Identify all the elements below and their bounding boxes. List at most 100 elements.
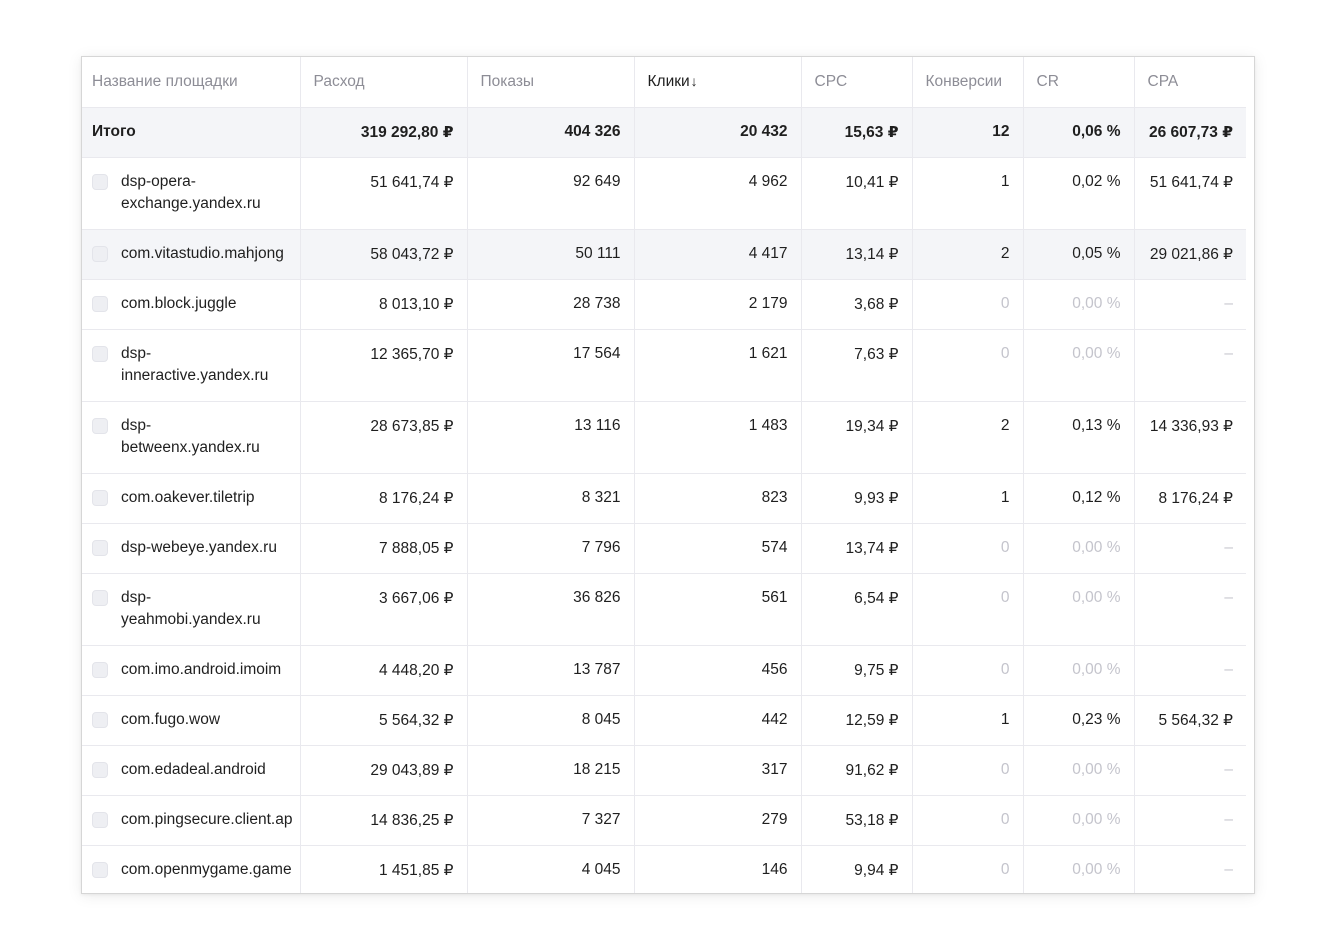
- placement-name-wrap: dsp-yeahmobi.yandex.ru: [92, 589, 294, 631]
- cell-cpa: –: [1134, 329, 1246, 402]
- header-label: Название площадки: [92, 72, 238, 90]
- placement-name[interactable]: com.fugo.wow: [121, 710, 221, 728]
- placement-name[interactable]: com.imo.android.imoim: [121, 660, 282, 678]
- header-clicks[interactable]: Клики↓: [634, 57, 802, 108]
- header-spend[interactable]: Расход: [300, 57, 468, 108]
- cell-clicks: 442: [634, 695, 802, 746]
- header-label: CPC: [814, 72, 848, 90]
- header-cpa[interactable]: CPA: [1134, 57, 1246, 108]
- placement-name[interactable]: dsp-webeye.yandex.ru: [121, 538, 277, 556]
- cell-conversions: 0: [912, 745, 1024, 796]
- placement-name[interactable]: com.pingsecure.client.ap: [121, 810, 293, 828]
- row-checkbox[interactable]: [92, 539, 108, 556]
- cell-placement-name: com.imo.android.imoim: [82, 645, 301, 696]
- total-cpa: 26 607,73 ₽: [1134, 107, 1246, 158]
- placement-name[interactable]: com.oakever.tiletrip: [121, 488, 255, 506]
- cell-impressions: 8 045: [467, 695, 635, 746]
- cell-cpa: 14 336,93 ₽: [1134, 401, 1246, 474]
- row-checkbox[interactable]: [92, 417, 108, 434]
- total-cpc: 15,63 ₽: [801, 107, 913, 158]
- cell-spend: 51 641,74 ₽: [300, 157, 468, 230]
- cell-conversions: 1: [912, 157, 1024, 230]
- cell-conversions: 0: [912, 573, 1024, 646]
- cell-impressions: 7 796: [467, 523, 635, 574]
- placement-name-wrap: dsp-inneractive.yandex.ru: [92, 345, 294, 387]
- row-checkbox[interactable]: [92, 761, 108, 778]
- total-row: Итого 319 292,80 ₽ 404 326 20 432 15,63 …: [82, 107, 1246, 158]
- header-label: Показы: [480, 72, 535, 90]
- cell-cpc: 9,75 ₽: [801, 645, 913, 696]
- placement-name[interactable]: com.openmygame.game: [121, 860, 292, 878]
- cell-spend: 12 365,70 ₽: [300, 329, 468, 402]
- table-row[interactable]: com.imo.android.imoim 4 448,20 ₽13 787 456…: [82, 645, 1246, 696]
- cell-cpa: 5 564,32 ₽: [1134, 695, 1246, 746]
- cell-clicks: 1 621: [634, 329, 802, 402]
- cell-placement-name: com.oakever.tiletrip: [82, 473, 301, 524]
- cell-cr: 0,23 %: [1023, 695, 1135, 746]
- row-checkbox[interactable]: [92, 245, 108, 262]
- row-checkbox[interactable]: [92, 295, 108, 312]
- cell-cpa: 29 021,86 ₽: [1134, 229, 1246, 280]
- header-placement-name[interactable]: Название площадки: [82, 57, 301, 108]
- placement-name[interactable]: dsp-betweenx.yandex.ru: [121, 416, 260, 456]
- cell-spend: 8 013,10 ₽: [300, 279, 468, 330]
- cell-conversions: 2: [912, 229, 1024, 280]
- placement-name-wrap: com.pingsecure.client.ap: [92, 811, 294, 831]
- table-row[interactable]: com.openmygame.game 1 451,85 ₽4 045 146 9,9…: [82, 845, 1246, 893]
- cell-cr: 0,00 %: [1023, 279, 1135, 330]
- cell-cpa: 8 176,24 ₽: [1134, 473, 1246, 524]
- placement-name[interactable]: com.vitastudio.mahjong: [121, 244, 284, 262]
- placement-name[interactable]: dsp-yeahmobi.yandex.ru: [121, 588, 261, 628]
- table-row[interactable]: dsp-inneractive.yandex.ru 12 365,70 ₽17 5…: [82, 329, 1246, 402]
- stats-table-card: Название площадки Расход Показы Клики↓ C…: [81, 56, 1255, 894]
- row-checkbox[interactable]: [92, 811, 108, 828]
- table-row[interactable]: com.vitastudio.mahjong 58 043,72 ₽50 111 4…: [82, 229, 1246, 280]
- header-impressions[interactable]: Показы: [467, 57, 635, 108]
- cell-impressions: 50 111: [467, 229, 635, 280]
- table-row[interactable]: com.pingsecure.client.ap 14 836,25 ₽7 327…: [82, 795, 1246, 846]
- cell-cr: 0,05 %: [1023, 229, 1135, 280]
- cell-conversions: 0: [912, 845, 1024, 893]
- placement-name[interactable]: dsp-opera-exchange.yandex.ru: [121, 172, 261, 212]
- total-conversions: 12: [912, 107, 1024, 158]
- cell-conversions: 0: [912, 645, 1024, 696]
- table-row[interactable]: dsp-webeye.yandex.ru 7 888,05 ₽7 796 574 13…: [82, 523, 1246, 574]
- header-cpc[interactable]: CPC: [801, 57, 913, 108]
- placement-name[interactable]: com.block.juggle: [121, 294, 237, 312]
- header-conversions[interactable]: Конверсии: [912, 57, 1024, 108]
- table-row[interactable]: com.edadeal.android 29 043,89 ₽18 215 317 9…: [82, 745, 1246, 796]
- row-checkbox[interactable]: [92, 711, 108, 728]
- table-header-row: Название площадки Расход Показы Клики↓ C…: [82, 57, 1246, 108]
- row-checkbox[interactable]: [92, 661, 108, 678]
- table-row[interactable]: dsp-yeahmobi.yandex.ru 3 667,06 ₽36 826 56…: [82, 573, 1246, 646]
- total-impressions: 404 326: [467, 107, 635, 158]
- cell-spend: 1 451,85 ₽: [300, 845, 468, 893]
- header-cr[interactable]: CR: [1023, 57, 1135, 108]
- row-checkbox[interactable]: [92, 173, 108, 190]
- table-row[interactable]: com.oakever.tiletrip 8 176,24 ₽8 321 823 9,…: [82, 473, 1246, 524]
- placement-name[interactable]: com.edadeal.android: [121, 760, 266, 778]
- table-row[interactable]: com.fugo.wow 5 564,32 ₽8 045 442 12,59 ₽1 0,…: [82, 695, 1246, 746]
- cell-cpc: 9,94 ₽: [801, 845, 913, 893]
- table-row[interactable]: com.block.juggle 8 013,10 ₽28 738 2 179 3,6…: [82, 279, 1246, 330]
- row-checkbox[interactable]: [92, 589, 108, 606]
- cell-cpa: –: [1134, 523, 1246, 574]
- placements-table: Название площадки Расход Показы Клики↓ C…: [82, 57, 1246, 893]
- placement-name[interactable]: dsp-inneractive.yandex.ru: [121, 344, 269, 384]
- header-label: CR: [1036, 72, 1059, 90]
- table-row[interactable]: dsp-betweenx.yandex.ru 28 673,85 ₽13 116 1…: [82, 401, 1246, 474]
- row-checkbox[interactable]: [92, 489, 108, 506]
- row-checkbox[interactable]: [92, 861, 108, 878]
- cell-cr: 0,02 %: [1023, 157, 1135, 230]
- cell-conversions: 2: [912, 401, 1024, 474]
- cell-spend: 14 836,25 ₽: [300, 795, 468, 846]
- cell-cr: 0,00 %: [1023, 573, 1135, 646]
- table-row[interactable]: dsp-opera-exchange.yandex.ru 51 641,74 ₽9…: [82, 157, 1246, 230]
- cell-conversions: 1: [912, 695, 1024, 746]
- cell-impressions: 17 564: [467, 329, 635, 402]
- cell-cpa: –: [1134, 645, 1246, 696]
- cell-cpa: –: [1134, 745, 1246, 796]
- cell-spend: 58 043,72 ₽: [300, 229, 468, 280]
- row-checkbox[interactable]: [92, 345, 108, 362]
- cell-placement-name: com.block.juggle: [82, 279, 301, 330]
